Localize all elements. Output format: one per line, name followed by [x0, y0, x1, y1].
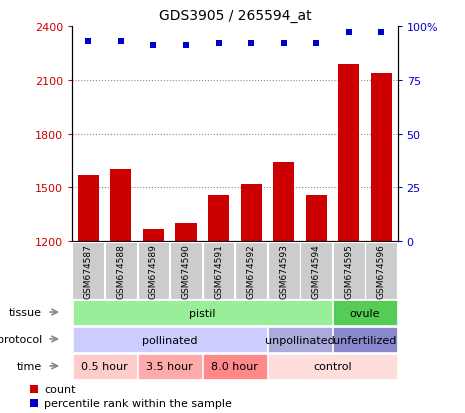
Text: GSM674594: GSM674594 — [312, 243, 321, 298]
Bar — [138, 354, 202, 379]
Bar — [273, 163, 294, 242]
Text: 3.5 hour: 3.5 hour — [146, 361, 193, 372]
Bar — [240, 184, 262, 242]
Text: GSM674588: GSM674588 — [116, 243, 126, 298]
Text: GSM674596: GSM674596 — [377, 243, 386, 298]
Text: unpollinated: unpollinated — [265, 335, 335, 345]
Point — [378, 30, 385, 37]
Text: GSM674590: GSM674590 — [181, 243, 191, 298]
Text: ovule: ovule — [350, 308, 380, 318]
Text: GSM674593: GSM674593 — [279, 243, 288, 298]
Text: protocol: protocol — [0, 334, 42, 344]
Bar — [268, 328, 332, 352]
Bar — [235, 242, 267, 299]
Text: pollinated: pollinated — [142, 335, 198, 345]
Bar — [138, 242, 169, 299]
Text: GSM674592: GSM674592 — [246, 243, 256, 298]
Bar — [203, 242, 234, 299]
Bar — [143, 229, 164, 242]
Bar — [73, 242, 104, 299]
Bar — [105, 242, 137, 299]
Point — [85, 38, 92, 45]
Bar — [371, 74, 392, 242]
Bar — [78, 176, 99, 242]
Bar — [110, 170, 132, 242]
Text: 0.5 hour: 0.5 hour — [81, 361, 128, 372]
Text: GSM674589: GSM674589 — [149, 243, 158, 298]
Bar — [333, 328, 397, 352]
Text: 8.0 hour: 8.0 hour — [212, 361, 258, 372]
Point — [312, 41, 320, 47]
Text: GSM674591: GSM674591 — [214, 243, 223, 298]
Point — [117, 38, 125, 45]
Bar — [73, 328, 267, 352]
Text: percentile rank within the sample: percentile rank within the sample — [44, 398, 232, 408]
Bar — [208, 195, 229, 242]
Point — [280, 41, 287, 47]
Bar — [268, 242, 299, 299]
Text: GSM674587: GSM674587 — [84, 243, 93, 298]
Point — [215, 41, 222, 47]
Bar — [365, 242, 397, 299]
Text: pistil: pistil — [189, 308, 215, 318]
Bar — [338, 64, 359, 242]
Bar — [300, 242, 332, 299]
Bar — [170, 242, 202, 299]
Text: tissue: tissue — [9, 307, 42, 317]
Point — [150, 43, 157, 50]
Point — [247, 41, 255, 47]
Text: unfertilized: unfertilized — [333, 335, 397, 345]
Bar — [73, 301, 332, 325]
Bar — [73, 354, 137, 379]
Title: GDS3905 / 265594_at: GDS3905 / 265594_at — [159, 9, 311, 23]
Bar — [306, 195, 327, 242]
Text: GSM674595: GSM674595 — [344, 243, 353, 298]
Text: control: control — [313, 361, 352, 372]
Bar — [203, 354, 267, 379]
Bar — [268, 354, 397, 379]
Bar — [175, 224, 197, 242]
Bar — [333, 242, 365, 299]
Point — [182, 43, 190, 50]
Text: count: count — [44, 384, 76, 394]
Bar — [333, 301, 397, 325]
Text: time: time — [17, 361, 42, 371]
Point — [345, 30, 352, 37]
